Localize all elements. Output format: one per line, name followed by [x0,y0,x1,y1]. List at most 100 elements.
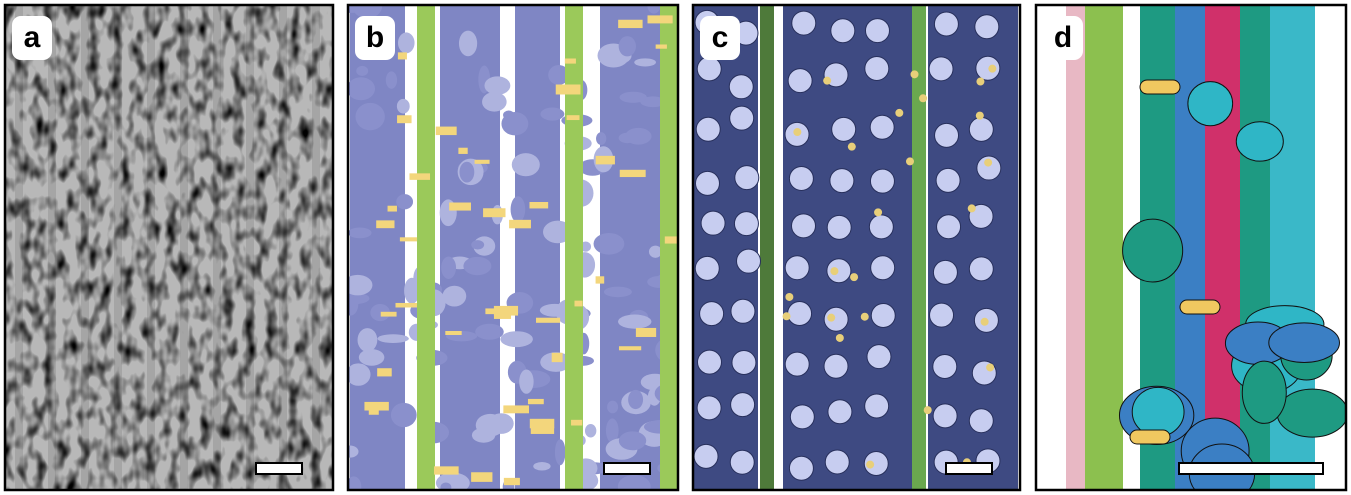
linker-yellow [968,204,976,212]
linker-yellow [823,77,831,85]
density-blob [377,334,408,343]
filament-strand [1205,5,1245,490]
density-blob [398,32,415,53]
protein-blob [695,256,719,280]
linker-yellow [866,461,874,469]
linker-yellow [783,312,791,320]
linker-yellow [445,331,461,335]
linker-yellow [988,65,996,73]
filament-green [1085,5,1123,490]
linker-yellow [1130,430,1170,444]
panel-label: d [1054,21,1072,54]
linker-yellow [530,419,554,429]
protein-domain [1277,389,1348,437]
density-blob [619,431,646,450]
protein-blob [871,256,895,280]
linker-yellow [536,318,560,323]
protein-domain [1236,122,1283,161]
density-blob [519,369,533,393]
density-blob [463,257,491,275]
linker-yellow [830,267,838,275]
protein-blob [935,123,959,147]
linker-yellow [986,363,994,371]
scale-bar [604,463,650,474]
protein-blob [735,166,759,190]
linker-yellow [395,303,416,308]
protein-blob [734,212,758,236]
protein-blob [930,303,954,327]
panel-a [5,5,333,490]
protein-blob [789,166,813,190]
linker-yellow [400,237,417,241]
linker-yellow [874,208,882,216]
linker-yellow [620,170,646,177]
filament-green [565,5,583,490]
density-blob [476,414,505,437]
linker-yellow [919,94,927,102]
linker-yellow [906,157,914,165]
linker-yellow [388,206,397,212]
protein-blob [933,404,957,428]
protein-blob [731,393,755,417]
protein-blob [697,57,721,81]
density-blob [459,31,477,57]
linker-yellow [596,276,605,283]
density-streak [312,5,320,490]
density-blob [604,287,632,298]
protein-blob [697,396,721,420]
density-blob [540,304,570,317]
protein-blob [867,345,891,369]
protein-blob [969,257,993,281]
linker-yellow [556,84,581,94]
protein-blob [871,303,895,327]
density-blob [355,103,384,130]
linker-yellow [565,59,576,64]
density-streak [279,5,287,490]
protein-blob [870,169,894,193]
protein-blob [697,350,721,374]
linker-yellow [494,306,518,316]
density-blob [356,66,368,76]
linker-yellow [567,115,580,120]
linker-yellow [785,293,793,301]
protein-blob [737,249,761,273]
protein-blob [832,117,856,141]
filament-green [660,5,678,490]
linker-yellow [458,148,467,154]
panel-label: b [366,21,384,54]
protein-blob [929,57,953,81]
linker-yellow [984,159,992,167]
linker-yellow [376,220,394,228]
protein-blob [827,215,851,239]
linker-yellow [409,173,430,180]
protein-blob [933,355,957,379]
linker-yellow [1140,80,1180,94]
linker-yellow [381,312,397,317]
density-blob [594,233,625,255]
linker-yellow [574,301,582,307]
density-streak [180,5,188,490]
density-blob [596,132,606,145]
density-blob [342,445,359,457]
protein-blob [969,117,993,141]
protein-blob [732,351,756,375]
protein-blob [695,171,719,195]
protein-blob [937,215,961,239]
density-streak [81,5,89,490]
linker-yellow [503,405,529,413]
linker-yellow [827,314,835,322]
density-blob [482,92,507,112]
density-streak [15,5,23,490]
linker-yellow [976,78,984,86]
protein-domain [1242,361,1286,423]
density-blob [500,331,533,347]
linker-yellow [924,406,932,414]
protein-blob [792,11,816,35]
protein-blob [825,450,849,474]
protein-blob [865,394,889,418]
protein-blob [792,214,816,238]
linker-yellow [398,52,407,59]
density-blob [346,363,370,385]
panel-label: c [712,21,729,54]
protein-blob [788,302,812,326]
